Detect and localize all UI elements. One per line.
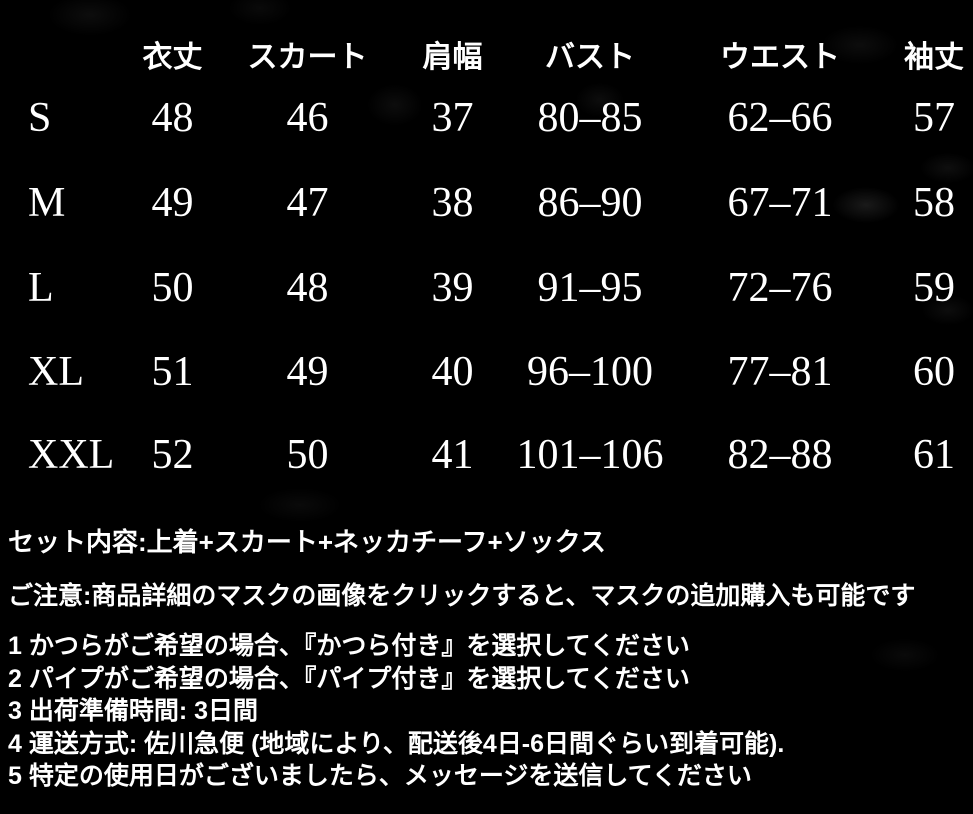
table-row-xl: XL 51 49 40 96–100 77–81 60 bbox=[0, 344, 973, 400]
table-cell: 77–81 bbox=[727, 349, 833, 395]
table-cell: 52 bbox=[151, 432, 194, 478]
table-cell: 49 bbox=[286, 349, 329, 395]
table-cell: 62–66 bbox=[727, 95, 833, 141]
header-cell-sleeve: 袖丈 bbox=[904, 41, 964, 74]
size-label: L bbox=[28, 265, 54, 311]
table-cell: 91–95 bbox=[537, 265, 643, 311]
note-item-date: 5 特定の使用日がございましたら、メッセージを送信してください bbox=[8, 762, 752, 790]
table-header-row: 衣丈 スカート 肩幅 バスト ウエスト 袖丈 bbox=[0, 30, 973, 86]
table-cell: 46 bbox=[286, 95, 329, 141]
table-cell: 61 bbox=[913, 432, 955, 478]
size-label: XXL bbox=[28, 432, 115, 478]
header-cell-shoulder: 肩幅 bbox=[422, 41, 483, 74]
table-row-m: M 49 47 38 86–90 67–71 58 bbox=[0, 175, 973, 231]
set-contents-note: セット内容:上着+スカート+ネッカチーフ+ソックス bbox=[8, 527, 606, 557]
header-cell-bust: バスト bbox=[545, 41, 635, 74]
notes-list: 1 かつらがご希望の場合、『かつら付き』を選択してください 2 パイプがご希望の… bbox=[8, 630, 784, 793]
table-cell: 80–85 bbox=[537, 95, 643, 141]
table-cell: 86–90 bbox=[537, 180, 643, 226]
table-cell: 38 bbox=[431, 180, 474, 226]
table-cell: 50 bbox=[286, 432, 329, 478]
size-label: XL bbox=[28, 349, 84, 395]
table-cell: 47 bbox=[286, 180, 329, 226]
table-cell: 39 bbox=[431, 265, 474, 311]
table-cell: 51 bbox=[151, 349, 194, 395]
table-cell: 48 bbox=[286, 265, 329, 311]
table-cell: 40 bbox=[431, 349, 474, 395]
table-cell: 50 bbox=[151, 265, 194, 311]
note-item-pipe: 2 パイプがご希望の場合、『パイプ付き』を選択してください bbox=[8, 664, 690, 693]
table-cell: 58 bbox=[913, 180, 955, 226]
table-cell: 57 bbox=[913, 95, 955, 141]
header-cell-waist: ウエスト bbox=[720, 41, 840, 74]
table-cell: 48 bbox=[151, 95, 194, 141]
table-row-l: L 50 48 39 91–95 72–76 59 bbox=[0, 260, 973, 316]
table-cell: 67–71 bbox=[727, 180, 833, 226]
table-cell: 59 bbox=[913, 265, 955, 311]
size-label: S bbox=[28, 95, 52, 141]
note-item-wig: 1 かつらがご希望の場合、『かつら付き』を選択してください bbox=[8, 632, 690, 660]
table-cell: 82–88 bbox=[727, 432, 833, 478]
header-size-placeholder bbox=[0, 30, 120, 86]
header-cell-skirt: スカート bbox=[247, 41, 368, 74]
table-cell: 41 bbox=[431, 432, 474, 478]
note-item-prep: 3 出荷準備時間: 3日間 bbox=[8, 697, 259, 725]
table-row-xxl: XXL 52 50 41 101–106 82–88 61 bbox=[0, 427, 973, 483]
table-cell: 37 bbox=[431, 95, 474, 141]
table-cell: 60 bbox=[913, 349, 955, 395]
table-cell: 101–106 bbox=[516, 432, 664, 478]
note-item-shipping: 4 運送方式: 佐川急便 (地域により、配送後4日-6日間ぐらい到着可能). bbox=[8, 729, 785, 758]
attention-note: ご注意:商品詳細のマスクの画像をクリックすると、マスクの追加購入も可能です bbox=[8, 582, 916, 610]
header-cell-length: 衣丈 bbox=[142, 41, 203, 74]
size-label: M bbox=[28, 180, 66, 226]
table-cell: 49 bbox=[151, 180, 194, 226]
table-cell: 96–100 bbox=[527, 349, 653, 395]
table-cell: 72–76 bbox=[727, 265, 833, 311]
table-row-s: S 48 46 37 80–85 62–66 57 bbox=[0, 90, 973, 146]
